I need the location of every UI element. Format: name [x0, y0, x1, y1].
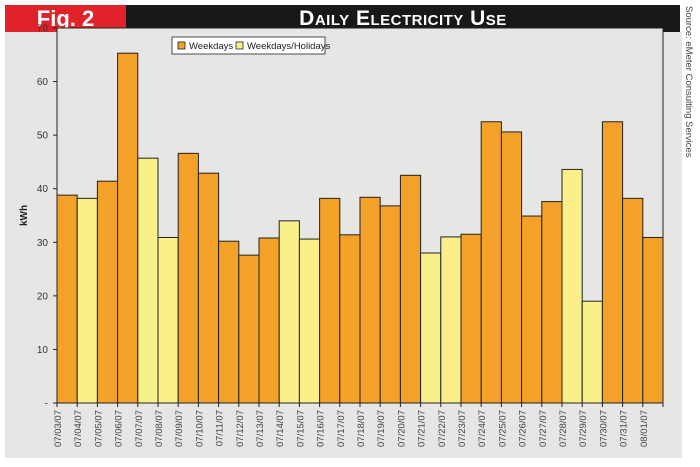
y-tick-label: 70: [37, 24, 49, 35]
bar-07/10/07: [197, 172, 220, 404]
x-tick-label: 07/29/07: [578, 410, 589, 447]
bar-07/24/07: [480, 121, 502, 404]
y-tick-label: 30: [37, 238, 49, 249]
x-tick-label: 07/21/07: [417, 410, 428, 447]
x-tick-label: 07/18/07: [356, 410, 367, 447]
x-tick-label: 07/06/07: [114, 410, 125, 447]
bar-07/14/07: [278, 220, 300, 404]
x-tick-label: 07/08/07: [154, 410, 165, 447]
bar-07/29/07: [581, 300, 603, 404]
bar-07/03/07: [56, 194, 78, 404]
bar-08/01/07: [642, 236, 664, 404]
legend-swatch-weekdays: [177, 41, 186, 50]
legend-box: [171, 36, 326, 55]
x-tick-label: 07/30/07: [598, 410, 609, 447]
bar-07/07/07: [137, 157, 159, 404]
x-tick-label: 07/09/07: [174, 410, 185, 447]
x-tick-label: 07/16/07: [316, 410, 327, 447]
x-tick-label: 07/26/07: [518, 410, 529, 447]
x-tick-label: 07/27/07: [538, 410, 549, 447]
bar-07/25/07: [500, 131, 523, 404]
x-tick-label: 07/20/07: [396, 410, 407, 447]
legend-label-holidays: Weekdays/Holidays: [247, 41, 331, 52]
bar-07/04/07: [76, 197, 98, 404]
y-tick-label: 40: [37, 184, 49, 195]
source-note: Source: eMeter Consulting Services: [683, 6, 694, 158]
y-tick-label: 60: [37, 77, 49, 88]
bar-07/09/07: [177, 152, 199, 404]
bar-07/13/07: [258, 237, 280, 404]
bar-07/15/07: [298, 238, 321, 404]
y-axis-label: kWh: [19, 205, 30, 226]
x-tick-label: 07/12/07: [235, 410, 246, 447]
legend-swatch-holidays: [235, 41, 244, 50]
x-tick-label: 08/01/07: [639, 410, 650, 447]
x-tick-label: 07/05/07: [93, 410, 104, 447]
bar-07/11/07: [218, 240, 240, 404]
x-tick-label: 07/14/07: [275, 410, 286, 447]
bar-07/22/07: [440, 236, 462, 404]
x-tick-label: 07/04/07: [73, 410, 84, 447]
x-tick-label: 07/23/07: [457, 410, 468, 447]
y-tick-label: 50: [37, 131, 49, 142]
x-tick-label: 07/17/07: [336, 410, 347, 447]
bar-07/30/07: [601, 121, 624, 404]
bar-07/23/07: [460, 233, 482, 404]
x-tick-label: 07/28/07: [558, 410, 569, 447]
y-tick-label: 20: [37, 291, 49, 302]
x-tick-label: 07/24/07: [477, 410, 488, 447]
y-tick-label: 10: [37, 345, 49, 356]
bar-07/31/07: [622, 197, 644, 404]
bar-07/17/07: [339, 234, 361, 404]
x-tick-label: 07/15/07: [295, 410, 306, 447]
x-tick-label: 07/19/07: [376, 410, 387, 447]
y-tick-label: -: [45, 399, 48, 410]
x-tick-label: 07/31/07: [619, 410, 630, 447]
x-tick-label: 07/10/07: [194, 410, 205, 447]
x-tick-label: 07/25/07: [497, 410, 508, 447]
x-tick-label: 07/22/07: [437, 410, 448, 447]
bar-07/28/07: [561, 168, 583, 404]
bar-07/05/07: [96, 180, 119, 404]
bar-07/21/07: [420, 252, 442, 404]
bar-07/12/07: [238, 254, 260, 404]
x-tick-label: 07/13/07: [255, 410, 266, 447]
bar-07/27/07: [541, 201, 563, 404]
bar-07/16/07: [319, 197, 341, 404]
legend-label-weekdays: Weekdays: [189, 41, 233, 52]
bar-07/18/07: [359, 196, 381, 404]
x-tick-label: 07/03/07: [53, 410, 64, 447]
bar-07/06/07: [117, 52, 139, 404]
x-tick-label: 07/11/07: [215, 410, 226, 446]
bar-07/26/07: [521, 215, 543, 404]
x-tick-label: 07/07/07: [134, 410, 145, 447]
bar-07/19/07: [379, 205, 401, 404]
bar-07/08/07: [157, 236, 179, 404]
bar-07/20/07: [399, 174, 422, 404]
